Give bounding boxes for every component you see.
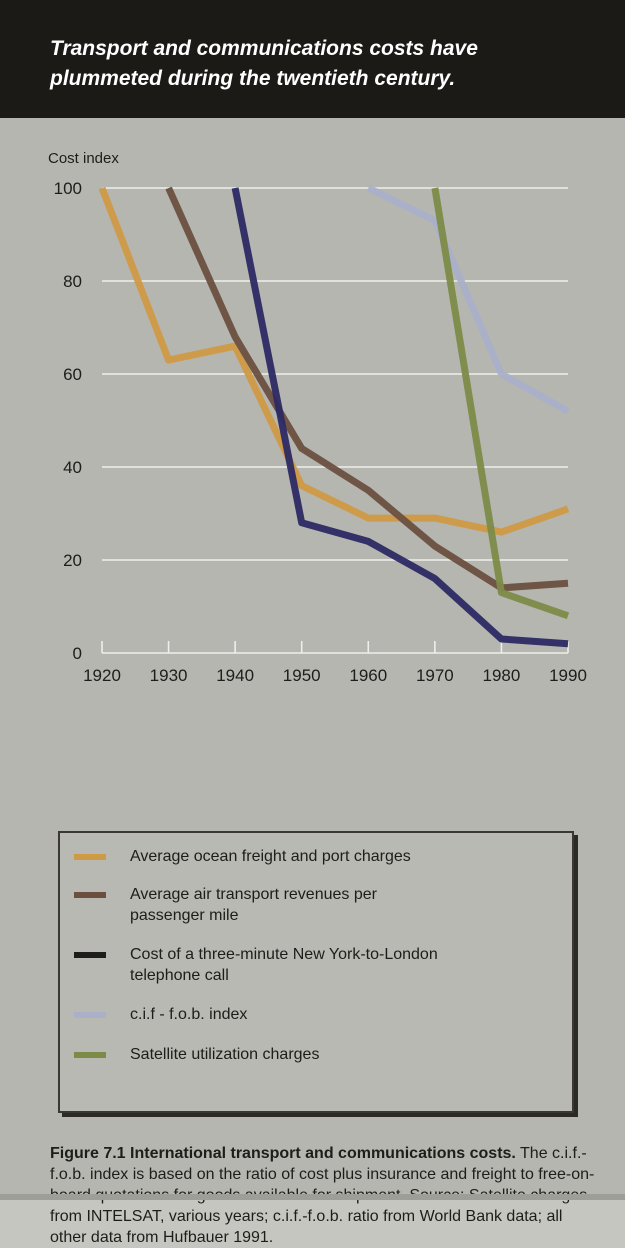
legend-label-2: Average air transport revenues per passen…	[130, 884, 550, 926]
series-lines	[98, 184, 570, 648]
x-tick-label-1930: 1930	[150, 666, 188, 685]
y-tick-label-40: 40	[63, 458, 82, 477]
legend-label-line: c.i.f - f.o.b. index	[130, 1006, 248, 1023]
figure-panel: 0 20 40 60 80 100 1920 1930 1940 1950 1960 1970 1980…	[0, 118, 625, 1246]
header-title: Transport and communications costs have …	[50, 37, 478, 90]
x-tick-label-1980: 1980	[483, 666, 521, 685]
legend-label-line: passenger mile	[130, 907, 239, 924]
legend-label-3: Cost of a three-minute New York-to-Londo…	[130, 944, 550, 986]
legend-label-4: c.i.f - f.o.b. index	[130, 1004, 550, 1025]
x-tick-label-1990: 1990	[549, 666, 587, 685]
y-tick-label-80: 80	[63, 272, 82, 291]
legend: Average ocean freight and port charges Av…	[58, 831, 574, 1113]
grid	[102, 187, 568, 561]
caption-heading: International transport and communicatio…	[130, 1145, 516, 1162]
x-tick-label-1970: 1970	[416, 666, 454, 685]
y-axis-label: Cost index	[48, 150, 119, 167]
header-banner: Transport and communications costs have …	[0, 0, 625, 118]
x-tick-label-1920: 1920	[83, 666, 121, 685]
x-tick-label-1950: 1950	[283, 666, 321, 685]
y-tick-label-20: 20	[63, 551, 82, 570]
legend-label-line: Average air transport revenues per	[130, 886, 377, 903]
legend-label-line: Average ocean freight and port charges	[130, 848, 411, 865]
legend-label-line: Satellite utilization charges	[130, 1046, 320, 1063]
axes: 0 20 40 60 80 100 1920 1930 1940 1950 1960 1970 1980…	[54, 179, 587, 685]
caption-figure-label: Figure 7.1	[50, 1145, 126, 1162]
line-chart: 0 20 40 60 80 100 1920 1930 1940 1950 1960 1970 1980…	[48, 150, 587, 685]
legend-swatch-5	[74, 1052, 106, 1058]
legend-label-line: Cost of a three-minute New York-to-Londo…	[130, 946, 438, 963]
legend-swatch-2	[74, 892, 106, 898]
x-tick-label-1940: 1940	[216, 666, 254, 685]
bottom-rule	[0, 1194, 625, 1200]
y-tick-label-0: 0	[73, 644, 82, 663]
legend-label-line: telephone call	[130, 967, 229, 984]
series-line-5	[431, 187, 570, 620]
series-line-3	[231, 187, 569, 648]
legend-swatch-4	[74, 1012, 106, 1018]
x-tick-label-1960: 1960	[349, 666, 387, 685]
legend-label-1: Average ocean freight and port charges	[130, 846, 550, 867]
y-tick-label-60: 60	[63, 365, 82, 384]
y-tick-label-100: 100	[54, 179, 82, 198]
legend-swatch-3	[74, 952, 106, 958]
legend-swatch-1	[74, 854, 106, 860]
series-line-4	[366, 184, 570, 415]
legend-label-5: Satellite utilization charges	[130, 1044, 550, 1065]
